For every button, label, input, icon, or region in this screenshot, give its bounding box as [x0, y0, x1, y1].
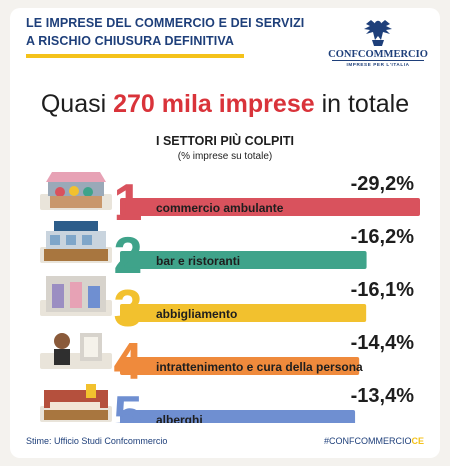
street-market-stall-icon [40, 172, 112, 210]
footer-source: Stime: Ufficio Studi Confcommercio [26, 436, 168, 446]
header-title-line-1: LE IMPRESE DEL COMMERCIO E DEI SERVIZI [26, 16, 305, 30]
value-label: -14,4% [351, 332, 415, 354]
header-underline [26, 54, 244, 58]
value-label: -16,2% [351, 226, 415, 248]
hashtag-main: #CONFCOMMERCIO [323, 436, 412, 446]
category-label: abbigliamento [156, 307, 237, 321]
bar [120, 410, 356, 423]
clothing-store-icon [40, 276, 112, 316]
category-label: commercio ambulante [156, 201, 284, 215]
rank-number: 3 [114, 280, 143, 338]
sector-bar-chart: 1 commercio ambulante -29,2% 2 bar e ristora… [40, 172, 420, 423]
hair-salon-icon [40, 333, 112, 369]
chart-row: 5 alberghi -13,4% [40, 384, 414, 423]
hotel-room-icon [40, 384, 112, 422]
value-label: -29,2% [351, 173, 415, 195]
chart-row: 4 intrattenimento e cura della persona -14… [40, 332, 414, 391]
rank-number: 5 [114, 386, 143, 423]
logo-name: CONFCOMMERCIO [328, 49, 428, 60]
category-label: intrattenimento e cura della persona [156, 360, 363, 374]
chart-row: 1 commercio ambulante -29,2% [40, 172, 420, 232]
category-label: alberghi [156, 413, 203, 423]
value-label: -13,4% [351, 385, 415, 407]
infographic-card: LE IMPRESE DEL COMMERCIO E DEI SERVIZI A… [10, 8, 440, 458]
confcommercio-logo: CONFCOMMERCIO IMPRESE PER L'ITALIA [328, 16, 428, 72]
headline-suffix: in totale [321, 90, 410, 118]
headline-prefix: Quasi [40, 90, 107, 118]
headline-number: 270 mila imprese [113, 90, 315, 118]
footer-hashtag: #CONFCOMMERCIOCE [324, 436, 424, 446]
chart-row: 3 abbigliamento -16,1% [40, 276, 414, 338]
bar [120, 198, 420, 216]
value-label: -16,1% [351, 279, 415, 301]
logo-subtitle: IMPRESE PER L'ITALIA [346, 62, 410, 67]
chart-row: 2 bar e ristoranti -16,2% [40, 221, 414, 285]
bar [120, 304, 367, 322]
eagle-emblem-icon [364, 20, 392, 46]
bar [120, 251, 367, 269]
rank-number: 4 [114, 333, 143, 391]
rank-number: 1 [114, 174, 143, 232]
headline: Quasi 270 mila imprese in totale [10, 90, 440, 119]
bar-restaurant-icon [40, 221, 112, 263]
chart-subtitle: (% imprese su totale) [177, 151, 273, 162]
logo-divider [332, 60, 424, 61]
chart-title: I SETTORI PIÙ COLPITI [156, 134, 294, 148]
header-title-line-2: A RISCHIO CHIUSURA DEFINITIVA [26, 34, 234, 48]
hashtag-accent: CE [411, 436, 424, 446]
category-label: bar e ristoranti [156, 254, 240, 268]
bar [120, 357, 360, 375]
rank-number: 2 [114, 227, 143, 285]
